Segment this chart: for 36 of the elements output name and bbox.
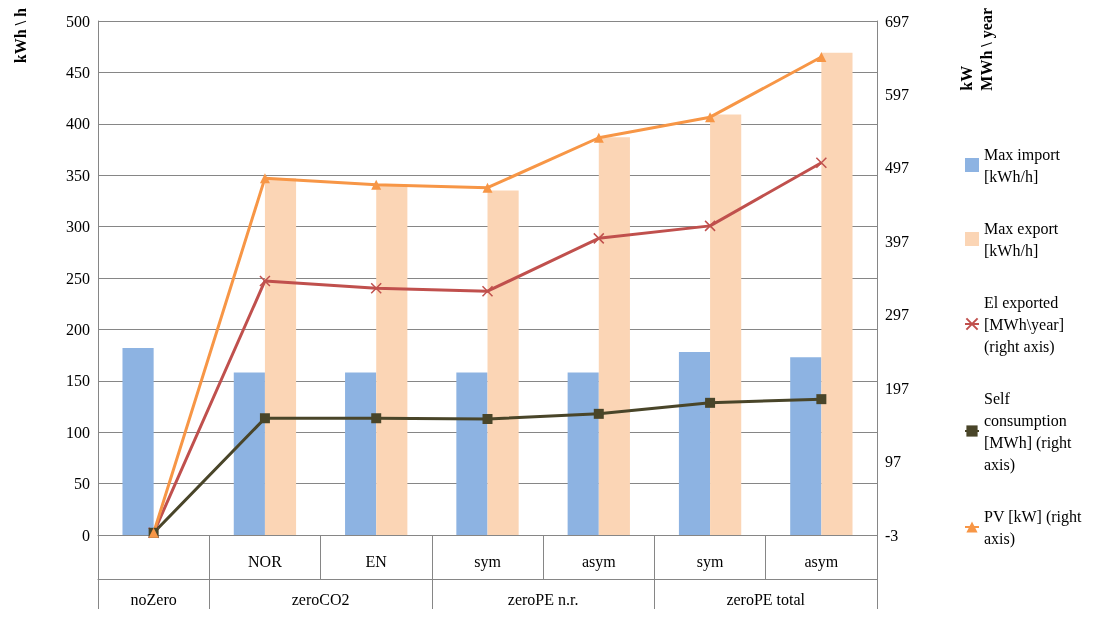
text: zeroCO2 xyxy=(291,590,350,608)
legend-label: Self consumption [MWh] (right axis) xyxy=(984,389,1076,474)
y-tick-label: 400 xyxy=(66,115,90,133)
y2-tick-label: -3 xyxy=(885,526,899,544)
y2-axis-title: kW MWh \ year xyxy=(957,7,996,91)
text: zeroPE total xyxy=(726,590,806,608)
x-tick-label: asym xyxy=(581,552,617,571)
x-tick-label: asym xyxy=(804,552,839,571)
y2-tick-label: 97 xyxy=(885,453,901,471)
y-tick-label: 200 xyxy=(66,320,90,338)
x-tick-label: sym xyxy=(696,552,724,571)
y2-tick-label: 297 xyxy=(885,306,909,324)
x-tick-label: sym xyxy=(474,552,502,571)
y-tick-label: 0 xyxy=(82,526,90,544)
y-axis-title: kWh \ h xyxy=(11,7,29,64)
y-tick-label: 250 xyxy=(66,269,90,287)
y2-tick-label: 397 xyxy=(885,232,909,250)
y-tick-label: 100 xyxy=(66,423,90,441)
y-tick-label: 500 xyxy=(66,12,90,30)
text: zeroPE n.r. xyxy=(507,590,579,608)
y-tick-label: 150 xyxy=(66,372,90,390)
y2-tick-label: 197 xyxy=(885,379,909,397)
y-tick-label: 450 xyxy=(66,63,90,81)
legend-label: El exported [MWh\year] (right axis) xyxy=(984,293,1068,356)
x-tick-label: EN xyxy=(365,552,388,570)
legend-label: Max import [kWh/h] xyxy=(984,145,1064,185)
y2-tick-label: 697 xyxy=(885,12,909,30)
x-tick-label: NOR xyxy=(248,552,283,570)
y2-tick-label: 597 xyxy=(885,85,909,103)
y-tick-label: 50 xyxy=(74,475,90,493)
legend-label: PV [kW] (right axis) xyxy=(984,507,1086,548)
y-tick-label: 300 xyxy=(66,218,90,236)
legend-label: Max export [kWh/h] xyxy=(984,219,1063,259)
text: noZero xyxy=(130,590,177,608)
y2-tick-label: 497 xyxy=(885,159,909,177)
y-tick-label: 350 xyxy=(66,166,90,184)
